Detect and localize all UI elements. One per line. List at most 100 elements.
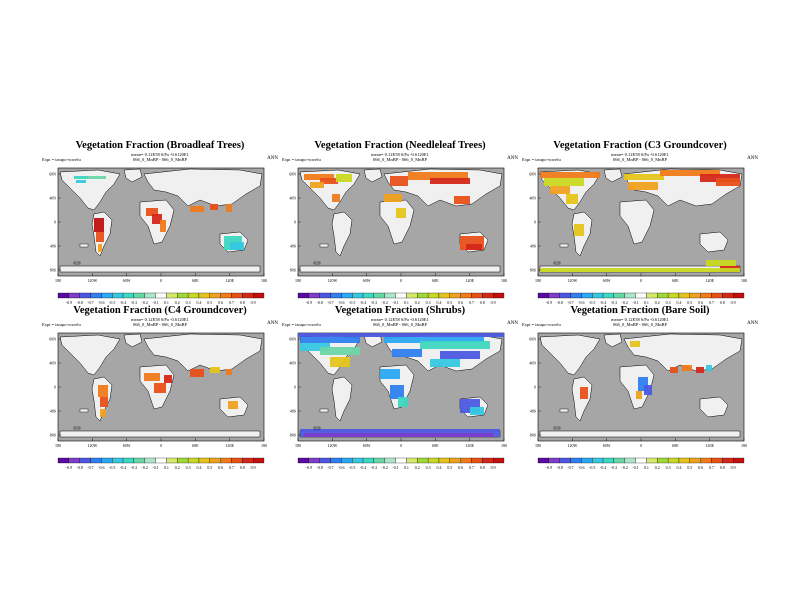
island-1 bbox=[79, 408, 89, 413]
colorbar-swatch-9 bbox=[144, 292, 156, 299]
value-patch-9 bbox=[630, 341, 640, 347]
colorbar-label: 0.9 bbox=[491, 465, 496, 470]
lon-label: 60W bbox=[363, 278, 371, 283]
value-patch-3 bbox=[100, 409, 106, 417]
colorbar-swatch-17 bbox=[231, 292, 243, 299]
island-2 bbox=[313, 261, 321, 265]
panel-stats: mean= 0.12E58 6/Pa -0.6120E1 bbox=[371, 317, 429, 322]
lon-label: 180 bbox=[55, 443, 61, 448]
lon-label: 180 bbox=[501, 443, 507, 448]
value-patch-3 bbox=[310, 182, 324, 188]
colorbar-swatch-10 bbox=[395, 457, 407, 464]
value-patch-1 bbox=[98, 385, 108, 397]
colorbar-label: 0.6 bbox=[698, 465, 703, 470]
colorbar-label: -0.1 bbox=[392, 465, 398, 470]
lon-label: 0 bbox=[160, 278, 162, 283]
panel-expt: Expt = tarapo-wxrefu bbox=[282, 322, 321, 327]
colorbar-swatch-11 bbox=[646, 457, 658, 464]
value-patch-7 bbox=[420, 341, 490, 349]
colorbar-swatch-11 bbox=[406, 457, 418, 464]
value-patch-13 bbox=[540, 268, 740, 272]
colorbar-label: 0.4 bbox=[196, 465, 201, 470]
colorbar-swatch-17 bbox=[471, 457, 483, 464]
map: 60N 40N 0 40S 80S 180 120W 60W 0 60E 120E 180 bbox=[49, 167, 267, 283]
value-patch-6 bbox=[660, 170, 720, 176]
colorbar-label: -0.7 bbox=[87, 465, 93, 470]
colorbar-label: -0.9 bbox=[66, 300, 72, 305]
colorbar-swatch-7 bbox=[602, 457, 615, 464]
value-patch-4 bbox=[94, 218, 104, 232]
colorbar-label: 0.1 bbox=[644, 465, 649, 470]
colorbar-swatch-4 bbox=[570, 457, 582, 464]
colorbar-swatch-14 bbox=[678, 457, 690, 464]
colorbar-label: -0.8 bbox=[557, 465, 563, 470]
colorbar-label: -0.7 bbox=[87, 300, 93, 305]
island-1 bbox=[319, 243, 329, 248]
lon-label: 120E bbox=[465, 443, 474, 448]
colorbar-label: 0.5 bbox=[687, 300, 692, 305]
value-patch-10 bbox=[574, 224, 584, 236]
lat-label: 40N bbox=[289, 361, 296, 366]
colorbar-label: 0.7 bbox=[469, 465, 474, 470]
colorbar-label: 0.9 bbox=[251, 300, 256, 305]
colorbar-swatch-6 bbox=[592, 457, 604, 464]
value-patch-6 bbox=[384, 337, 484, 343]
colorbar-label: -0.1 bbox=[152, 300, 158, 305]
colorbar-label: 0.8 bbox=[720, 300, 725, 305]
value-patch-3 bbox=[76, 180, 86, 183]
value-patch-1 bbox=[540, 172, 600, 178]
lon-label: 180 bbox=[295, 443, 301, 448]
colorbar-swatch-11 bbox=[406, 292, 418, 299]
value-patch-1 bbox=[74, 176, 88, 179]
lon-label: 120W bbox=[327, 278, 337, 283]
value-patch-5 bbox=[332, 194, 340, 202]
colorbar-swatch-1 bbox=[297, 292, 309, 299]
panel-comparison: 066_0_MnBP - 066_0_MnBP bbox=[372, 157, 428, 162]
colorbar-label: 0.6 bbox=[458, 465, 463, 470]
colorbar-label: 0.8 bbox=[240, 465, 245, 470]
lat-label: 60N bbox=[529, 172, 536, 177]
lon-label: 60E bbox=[672, 443, 679, 448]
land-greenland bbox=[123, 333, 143, 348]
colorbar-swatch-19 bbox=[733, 457, 745, 464]
colorbar-swatch-16 bbox=[220, 457, 232, 464]
colorbar-label: 0.3 bbox=[666, 465, 671, 470]
colorbar-swatch-4 bbox=[570, 292, 582, 299]
value-patch-7 bbox=[408, 172, 468, 180]
colorbar-swatch-1 bbox=[537, 292, 549, 299]
colorbar-label: -0.2 bbox=[382, 300, 388, 305]
value-patch-6 bbox=[98, 244, 102, 252]
colorbar-label: 0.2 bbox=[415, 300, 420, 305]
colorbar-swatch-8 bbox=[133, 457, 145, 464]
colorbar-swatch-5 bbox=[101, 292, 113, 299]
colorbar-label: -0.2 bbox=[622, 465, 628, 470]
island-1 bbox=[79, 243, 89, 248]
colorbar-label: -0.4 bbox=[600, 465, 606, 470]
colorbar-label: 0.5 bbox=[207, 300, 212, 305]
colorbar-label: 0.7 bbox=[229, 300, 234, 305]
colorbar-swatch-17 bbox=[231, 457, 243, 464]
colorbar-swatch-14 bbox=[198, 292, 210, 299]
panel-stats: mean= 0.12E58 6/Pa -0.6120E1 bbox=[131, 317, 189, 322]
lon-label: 60E bbox=[192, 443, 199, 448]
colorbar-swatch-10 bbox=[635, 457, 647, 464]
value-patch-15 bbox=[470, 407, 484, 415]
colorbar-label: -0.7 bbox=[567, 300, 573, 305]
lon-label: 180 bbox=[261, 278, 267, 283]
map: 60N 40N 0 40S 80S 180 120W 60W 0 60E 120E 180 bbox=[529, 332, 747, 448]
colorbar-swatch-8 bbox=[613, 292, 625, 299]
colorbar-swatch-15 bbox=[449, 457, 461, 464]
panel-stats: mean= 0.12E58 6/Pa -0.6120E1 bbox=[611, 317, 669, 322]
colorbar-swatch-2 bbox=[68, 292, 80, 299]
lat-label: 0 bbox=[294, 220, 296, 225]
lat-label: 80S bbox=[50, 433, 56, 438]
colorbar-swatch-4 bbox=[90, 292, 102, 299]
colorbar-label: -0.9 bbox=[306, 300, 312, 305]
lon-label: 120E bbox=[225, 278, 234, 283]
lat-label: 60N bbox=[529, 337, 536, 342]
colorbar-swatch-12 bbox=[417, 457, 429, 464]
lon-label: 60W bbox=[123, 443, 131, 448]
map: 60N 40N 0 40S 80S 180 120W 60W 0 60E 120E 180 bbox=[529, 167, 747, 283]
colorbar-label: -0.2 bbox=[142, 465, 148, 470]
island-2 bbox=[553, 426, 561, 430]
